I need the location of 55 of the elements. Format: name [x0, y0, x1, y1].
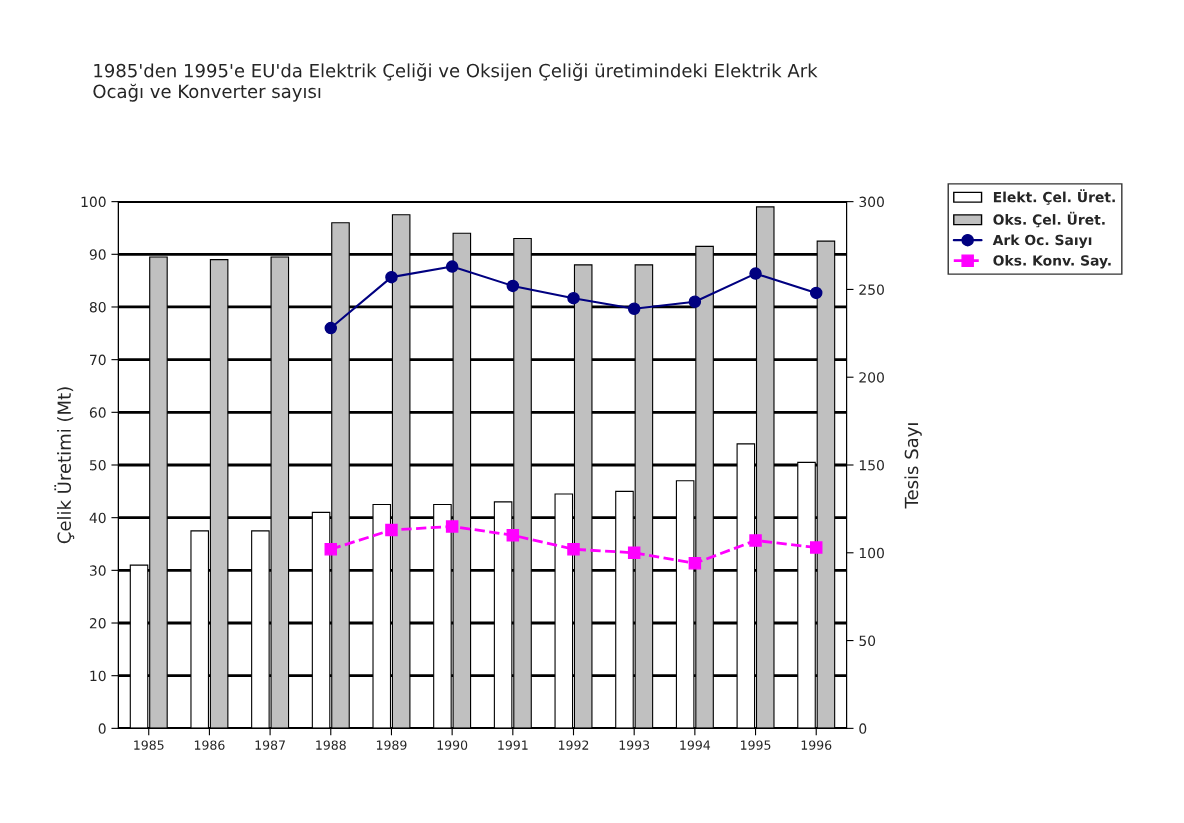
x-tick-label: 1985 [134, 740, 164, 750]
point [445, 260, 459, 273]
y-tick-label: 20 [89, 617, 106, 629]
x-tick-label: 1988 [316, 740, 346, 750]
x-tick-label: 1992 [558, 740, 589, 750]
y2-tick-label: 300 [859, 196, 884, 208]
y-tick-label: 30 [89, 565, 106, 576]
chart-title: 1985'den 1995'e EU'da Elektrik Çeliği ve Oksijen Çeliği üretimindeki Elektrik Ark Ocağı ve Konverter sayısı [93, 62, 818, 102]
y-tick-label: 60 [89, 407, 106, 418]
point [749, 267, 762, 280]
x-tick-label: 1991 [498, 740, 528, 750]
legend-label: Ark Oc. Saıyı [992, 234, 1092, 249]
point [567, 291, 580, 305]
y-tick-label: 50 [89, 459, 106, 471]
y2-tick-label: 100 [859, 547, 884, 559]
point [324, 321, 338, 335]
point [324, 543, 338, 556]
point [385, 270, 398, 284]
legend-label: Elekt. Çel. Üret. [993, 189, 1115, 205]
y-tick-label: 90 [89, 249, 106, 260]
point [445, 520, 459, 533]
x-tick-label: 1994 [680, 740, 711, 750]
x-tick-label: 1996 [801, 740, 832, 750]
y-tick-label: 80 [89, 301, 106, 313]
x-tick-label: 1987 [255, 740, 285, 750]
y2-tick-label: 200 [859, 372, 884, 383]
point [627, 302, 641, 315]
point [506, 279, 520, 293]
x-tick-label: 1989 [376, 740, 407, 750]
point [385, 523, 398, 537]
x-tick-label: 1995 [741, 740, 771, 750]
point [688, 557, 702, 570]
y2-tick-label: 50 [859, 635, 876, 647]
y-tick-label: 0 [98, 723, 106, 734]
point [809, 541, 823, 554]
y-tick-label: 70 [90, 354, 106, 366]
y2-tick-label: 250 [859, 284, 884, 295]
y-tick-label: 10 [90, 670, 106, 682]
legend-label: Oks. Çel. Üret. [993, 211, 1105, 228]
y-tick-label: 100 [81, 196, 106, 208]
y2-tick-label: 150 [859, 459, 884, 471]
x-tick-label: 1986 [194, 740, 225, 750]
y-tick-label: 40 [89, 512, 106, 524]
y-axis-title: Çelik Üretimi (Mt) [54, 387, 75, 544]
y2-tick-label: 0 [859, 723, 867, 734]
point [506, 528, 520, 542]
point [567, 543, 580, 556]
point [688, 295, 702, 308]
legend-label: Oks. Konv. Say. [993, 254, 1111, 269]
x-tick-label: 1993 [619, 740, 650, 750]
y2-axis-title: Tesis Sayı [904, 423, 922, 509]
point [749, 534, 762, 547]
point [627, 546, 641, 560]
x-tick-label: 1990 [437, 740, 468, 750]
point [809, 286, 823, 300]
